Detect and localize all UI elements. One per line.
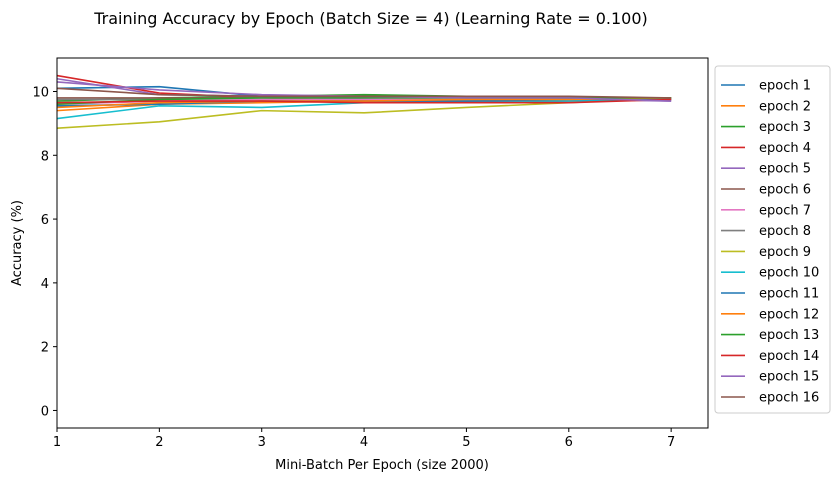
series-layer	[56, 74, 672, 129]
x-tick-label: 4	[360, 435, 368, 450]
y-axis: 0 2 4 6 8 10	[32, 85, 57, 419]
legend: epoch 1 epoch 2 epoch 3 epoch 4 epoch 5 epoch…	[714, 65, 831, 414]
legend-label-12: epoch 12	[759, 307, 819, 322]
y-tick-label: 2	[41, 341, 49, 356]
x-tick-label: 1	[53, 435, 61, 450]
y-tick-label: 4	[41, 277, 49, 292]
x-tick-label: 7	[667, 435, 675, 450]
legend-label-2: epoch 2	[759, 99, 811, 114]
chart-title: Training Accuracy by Epoch (Batch Size =…	[93, 9, 648, 28]
legend-label-10: epoch 10	[759, 266, 819, 281]
x-axis: 1 2 3 4 5 6 7	[53, 428, 675, 450]
legend-label-8: epoch 8	[759, 224, 811, 239]
x-tick-label: 6	[565, 435, 573, 450]
legend-label-1: epoch 1	[759, 79, 811, 94]
legend-label-6: epoch 6	[759, 183, 811, 198]
y-tick-label: 10	[32, 85, 49, 100]
y-tick-label: 8	[41, 149, 49, 164]
legend-frame	[714, 65, 831, 414]
series-line-14	[56, 98, 672, 104]
legend-label-13: epoch 13	[759, 328, 819, 343]
legend-label-7: epoch 7	[759, 203, 811, 218]
y-axis-label: Accuracy (%)	[10, 200, 25, 286]
x-tick-label: 3	[258, 435, 266, 450]
y-tick-label: 6	[41, 213, 49, 228]
x-tick-label: 2	[155, 435, 163, 450]
y-tick-label: 0	[41, 404, 49, 419]
plot-frame	[56, 57, 709, 429]
legend-label-14: epoch 14	[759, 349, 819, 364]
legend-label-16: epoch 16	[759, 391, 819, 406]
legend-label-11: epoch 11	[759, 287, 819, 302]
legend-label-15: epoch 15	[759, 370, 819, 385]
series-line-16	[56, 87, 672, 99]
x-tick-label: 5	[462, 435, 470, 450]
legend-label-3: epoch 3	[759, 120, 811, 135]
legend-items: epoch 1 epoch 2 epoch 3 epoch 4 epoch 5 epoch…	[721, 79, 819, 406]
legend-label-5: epoch 5	[759, 162, 811, 177]
legend-label-9: epoch 9	[759, 245, 811, 260]
legend-label-4: epoch 4	[759, 141, 811, 156]
series-line-12	[56, 97, 672, 109]
x-axis-label: Mini-Batch Per Epoch (size 2000)	[275, 458, 489, 473]
